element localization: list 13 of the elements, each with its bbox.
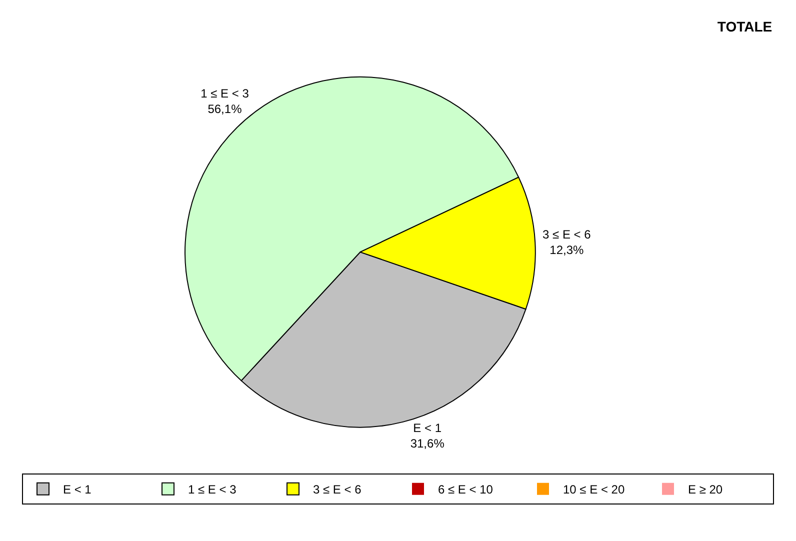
data-label: 12,3% [550, 243, 584, 258]
legend-label: 1 ≤ E < 3 [188, 482, 237, 497]
legend-label: E ≥ 20 [688, 482, 723, 497]
data-label: 31,6% [410, 436, 445, 451]
slice-label: E < 1 [413, 421, 442, 436]
legend-label: E < 1 [63, 482, 92, 497]
legend-label: 10 ≤ E < 20 [563, 482, 625, 497]
slice-label: 1 ≤ E < 3 [200, 86, 250, 100]
chart-title: TOTALE [717, 18, 772, 34]
slice-label: 3 ≤ E < 6 [542, 228, 592, 242]
data-label: 56,1% [208, 102, 242, 116]
legend-label: 6 ≤ E < 10 [438, 482, 494, 497]
legend-label: 3 ≤ E < 6 [313, 482, 362, 497]
